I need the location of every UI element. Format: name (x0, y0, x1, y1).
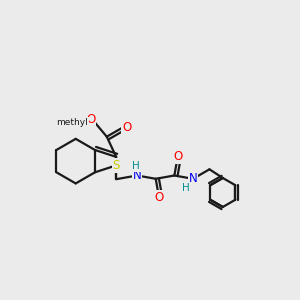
Text: H: H (182, 183, 190, 193)
Text: O: O (122, 121, 131, 134)
Text: O: O (173, 150, 182, 163)
Text: H: H (132, 161, 140, 171)
Text: N: N (133, 169, 141, 182)
Text: N: N (189, 172, 197, 185)
Text: methyl: methyl (56, 118, 88, 127)
Text: S: S (112, 159, 120, 172)
Text: O: O (86, 113, 95, 126)
Text: O: O (154, 191, 164, 204)
